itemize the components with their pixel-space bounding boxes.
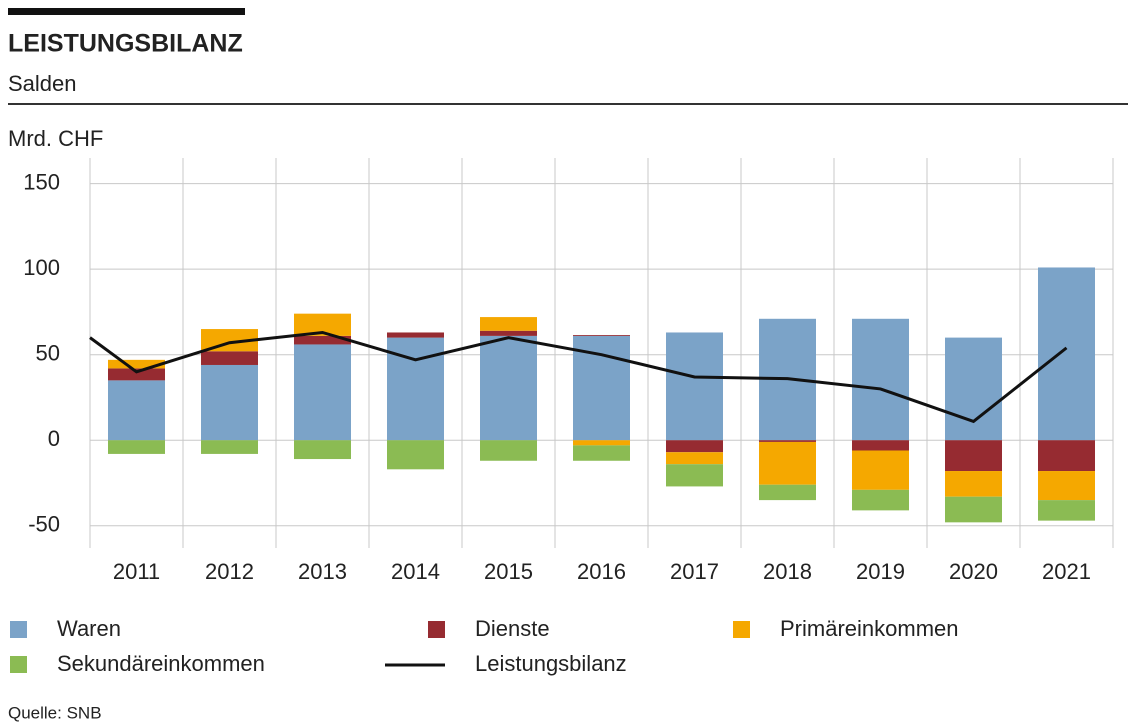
bar-segment: [666, 332, 723, 441]
bar-segment: [294, 344, 351, 441]
bar-segment: [294, 313, 351, 336]
x-tick-label: 2019: [856, 559, 905, 584]
x-tick-label: 2016: [577, 559, 626, 584]
bar-segment: [387, 332, 444, 338]
bar-segment: [1038, 440, 1095, 472]
legend-label: Primäreinkommen: [780, 616, 959, 641]
y-tick-label: 150: [23, 169, 60, 194]
bar-segment: [945, 337, 1002, 441]
bar-segment: [759, 441, 816, 485]
bar-segment: [852, 489, 909, 511]
bar-segment: [1038, 500, 1095, 521]
x-tick-label: 2014: [391, 559, 440, 584]
bar-segment: [1038, 471, 1095, 501]
bar-segment: [852, 440, 909, 451]
y-tick-label: -50: [28, 512, 60, 537]
bar-segment: [573, 335, 630, 336]
bar-segment: [759, 484, 816, 501]
bar-segment: [480, 330, 537, 336]
bar-segment: [294, 335, 351, 345]
x-tick-label: 2011: [113, 559, 160, 584]
bar-segment: [573, 445, 630, 461]
bar-segment: [108, 368, 165, 381]
x-tick-label: 2021: [1042, 559, 1091, 584]
x-tick-label: 2017: [670, 559, 719, 584]
bar-segment: [480, 440, 537, 461]
x-tick-label: 2020: [949, 559, 998, 584]
bar-segment: [852, 450, 909, 490]
bar-segment: [108, 359, 165, 369]
bar-segment: [852, 318, 909, 441]
bar-segment: [666, 452, 723, 465]
bar-segment: [945, 471, 1002, 497]
y-tick-label: 100: [23, 255, 60, 280]
bar-segment: [666, 464, 723, 487]
title-bar: [8, 8, 245, 15]
bar-segment: [666, 440, 723, 453]
bar-segment: [294, 440, 351, 460]
bar-segment: [108, 440, 165, 454]
legend-label: Waren: [57, 616, 121, 641]
source: Quelle: SNB: [8, 703, 102, 722]
legend-swatch: [10, 656, 27, 673]
x-tick-label: 2012: [205, 559, 254, 584]
balance-line: [89, 330, 1068, 424]
marks: [89, 267, 1095, 523]
bar-segment: [1038, 267, 1095, 441]
legend-swatch: [428, 621, 445, 638]
chart-subtitle: Salden: [8, 71, 77, 96]
x-tick-label: 2015: [484, 559, 533, 584]
bar-segment: [573, 440, 630, 446]
y-tick-label: 50: [36, 341, 60, 366]
grid: [89, 158, 1114, 548]
legend-label: Leistungsbilanz: [475, 651, 627, 676]
bar-segment: [945, 496, 1002, 523]
bar-segment: [201, 364, 258, 441]
legend-label: Sekundäreinkommen: [57, 651, 265, 676]
chart-title: LEISTUNGSBILANZ: [8, 30, 243, 58]
x-tick-label: 2013: [298, 559, 347, 584]
legend-label: Dienste: [475, 616, 550, 641]
legend-swatch: [733, 621, 750, 638]
bar-segment: [945, 440, 1002, 472]
y-tick-label: 0: [48, 426, 60, 451]
bar-segment: [480, 335, 537, 441]
bar-segment: [387, 440, 444, 470]
bar-segment: [480, 317, 537, 331]
x-tick-label: 2018: [763, 559, 812, 584]
y-axis-label: Mrd. CHF: [8, 126, 103, 151]
bar-segment: [759, 440, 816, 442]
legend-swatch: [10, 621, 27, 638]
bar-segment: [108, 380, 165, 441]
bar-segment: [201, 440, 258, 454]
bar-segment: [201, 351, 258, 365]
